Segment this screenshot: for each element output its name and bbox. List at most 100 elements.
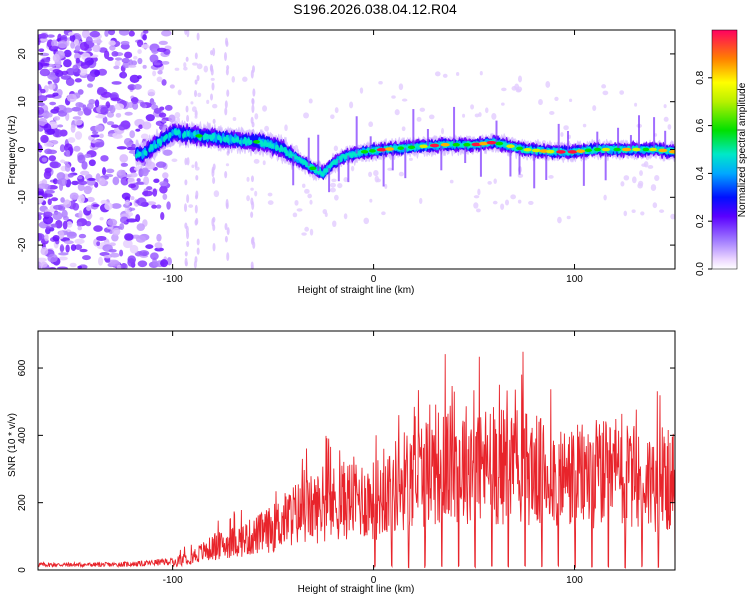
faint-blob [428,114,435,120]
noise-blob [63,199,72,209]
noise-blob [94,124,104,132]
noise-blob [156,47,167,53]
faint-blob [324,212,328,217]
faint-blob [177,89,182,96]
hot-spot [556,150,566,154]
noise-blob [71,106,82,112]
snr-y-tick-label: 600 [17,359,28,376]
hot-spot [567,150,578,154]
hot-spot [471,142,482,147]
signal-cell [165,133,169,140]
signal-cell [135,153,138,159]
noise-blob [46,34,55,38]
faint-blob [545,81,551,88]
faint-blob [473,202,479,209]
faint-blob [343,213,348,220]
noise-blob [99,217,104,221]
faint-blob [246,176,250,182]
noise-blob [153,62,161,66]
noise-blob [157,70,163,75]
colorbar-tick-label: 0.6 [695,118,706,132]
noise-blob [96,241,101,246]
hot-spot [516,146,524,151]
noise-streak [194,52,198,60]
faint-blob [631,176,637,184]
faint-blob [391,95,396,99]
faint-blob [449,179,454,184]
noise-blob [65,149,71,157]
noise-blob [94,69,100,76]
spectrogram-y-tick-label: 20 [17,48,28,60]
noise-streak [184,257,188,267]
faint-blob [368,171,373,178]
faint-blob [560,132,564,137]
noise-blob [107,218,118,227]
noise-streak [209,50,213,56]
colorbar-label: Normalized spectral amplitude [737,82,748,217]
noise-blob [109,105,116,114]
faint-blob [363,217,370,225]
snr-x-axis-label: Height of straight line (km) [298,584,415,595]
faint-blob [631,209,636,213]
noise-blob [62,220,68,230]
faint-blob [267,200,274,205]
noise-blob [88,159,96,167]
noise-blob [39,52,50,57]
noise-blob [166,257,172,266]
faint-blob [602,90,609,96]
noise-blob [155,161,167,168]
noise-blob [113,65,120,70]
faint-blob [487,180,492,185]
faint-blob [309,228,314,236]
noise-blob [162,193,168,200]
snr-y-tick-label: 400 [17,427,28,444]
faint-blob [416,116,422,122]
faint-blob [308,98,313,104]
noise-blob [127,84,137,91]
noise-blob [59,144,66,153]
spectrogram-y-tick-label: -10 [17,190,28,205]
noise-blob [153,178,160,184]
noise-blob [66,93,77,103]
faint-blob [528,200,534,205]
spectrogram-x-tick-label: 0 [371,274,377,285]
signal-cell [232,138,236,144]
faint-blob [398,171,404,177]
snr-frame [37,330,676,571]
hot-spot [385,147,394,151]
noise-blob [154,242,163,249]
faint-blob [659,209,665,213]
faint-blob [350,165,355,172]
faint-blob [623,175,630,181]
noise-blob [126,218,138,223]
noise-blob [94,99,100,108]
faint-blob [620,181,625,187]
noise-blob [86,73,96,82]
noise-streak [184,30,188,35]
faint-blob [434,71,441,77]
noise-streak [250,261,254,269]
noise-streak [251,104,255,114]
noise-blob [80,62,90,69]
noise-blob [55,219,63,229]
hot-spot [576,149,586,153]
noise-streak [226,89,230,97]
noise-blob [116,146,127,150]
noise-blob [64,163,71,172]
noise-blob [39,68,51,77]
faint-blob [419,107,426,112]
noise-streak [212,242,216,252]
noise-blob [66,221,73,228]
noise-blob [77,110,84,116]
noise-blob [44,234,49,242]
noise-blob [139,101,146,108]
signal-cell [276,144,279,151]
noise-blob [140,133,149,140]
noise-blob [75,101,83,108]
signal-cell [249,139,253,145]
faint-blob [334,194,339,201]
noise-blob [92,203,100,208]
noise-blob [161,79,167,86]
noise-blob [86,196,95,203]
faint-blob [309,199,313,205]
